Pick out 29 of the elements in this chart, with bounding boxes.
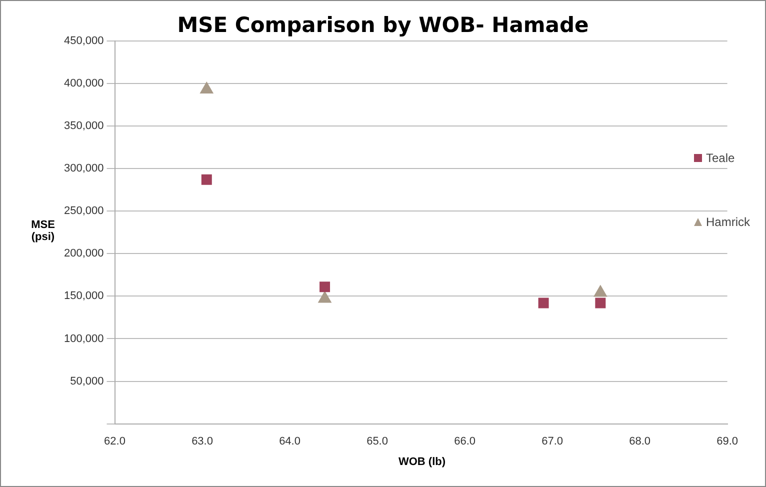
y-axis-title: MSE (psi) bbox=[30, 219, 56, 243]
x-tick-label: 69.0 bbox=[716, 435, 738, 448]
y-tick-label: 400,000 bbox=[64, 78, 104, 90]
y-tick-label: 100,000 bbox=[64, 332, 104, 345]
x-axis-title: WOB (lb) bbox=[397, 456, 447, 468]
x-tick-label: 63.0 bbox=[192, 435, 213, 448]
x-tick-label: 66.0 bbox=[454, 435, 476, 448]
x-tick-label: 68.0 bbox=[629, 435, 650, 448]
point bbox=[200, 82, 213, 94]
legend-label: Hamrick bbox=[706, 215, 750, 229]
y-tick-label: 300,000 bbox=[64, 162, 104, 175]
y-tick-label: 350,000 bbox=[64, 120, 104, 132]
y-tick-label: 150,000 bbox=[64, 290, 104, 302]
y-tick-label: 50,000 bbox=[70, 375, 104, 388]
point bbox=[595, 298, 606, 308]
x-tick-label: 65.0 bbox=[366, 435, 388, 448]
point bbox=[538, 298, 549, 308]
point bbox=[318, 292, 331, 303]
chart-title: MSE Comparison by WOB- Hamade bbox=[176, 13, 590, 37]
y-tick-label: 250,000 bbox=[64, 205, 104, 218]
y-tick-label: 450,000 bbox=[64, 35, 104, 48]
point bbox=[201, 174, 212, 185]
x-tick-label: 62.0 bbox=[104, 435, 126, 448]
x-tick-label: 67.0 bbox=[542, 435, 563, 448]
point bbox=[320, 282, 330, 292]
legend-label: Teale bbox=[706, 151, 735, 165]
point bbox=[594, 286, 607, 297]
y-tick-label: 200,000 bbox=[64, 248, 104, 260]
x-tick-label: 64.0 bbox=[279, 435, 300, 448]
